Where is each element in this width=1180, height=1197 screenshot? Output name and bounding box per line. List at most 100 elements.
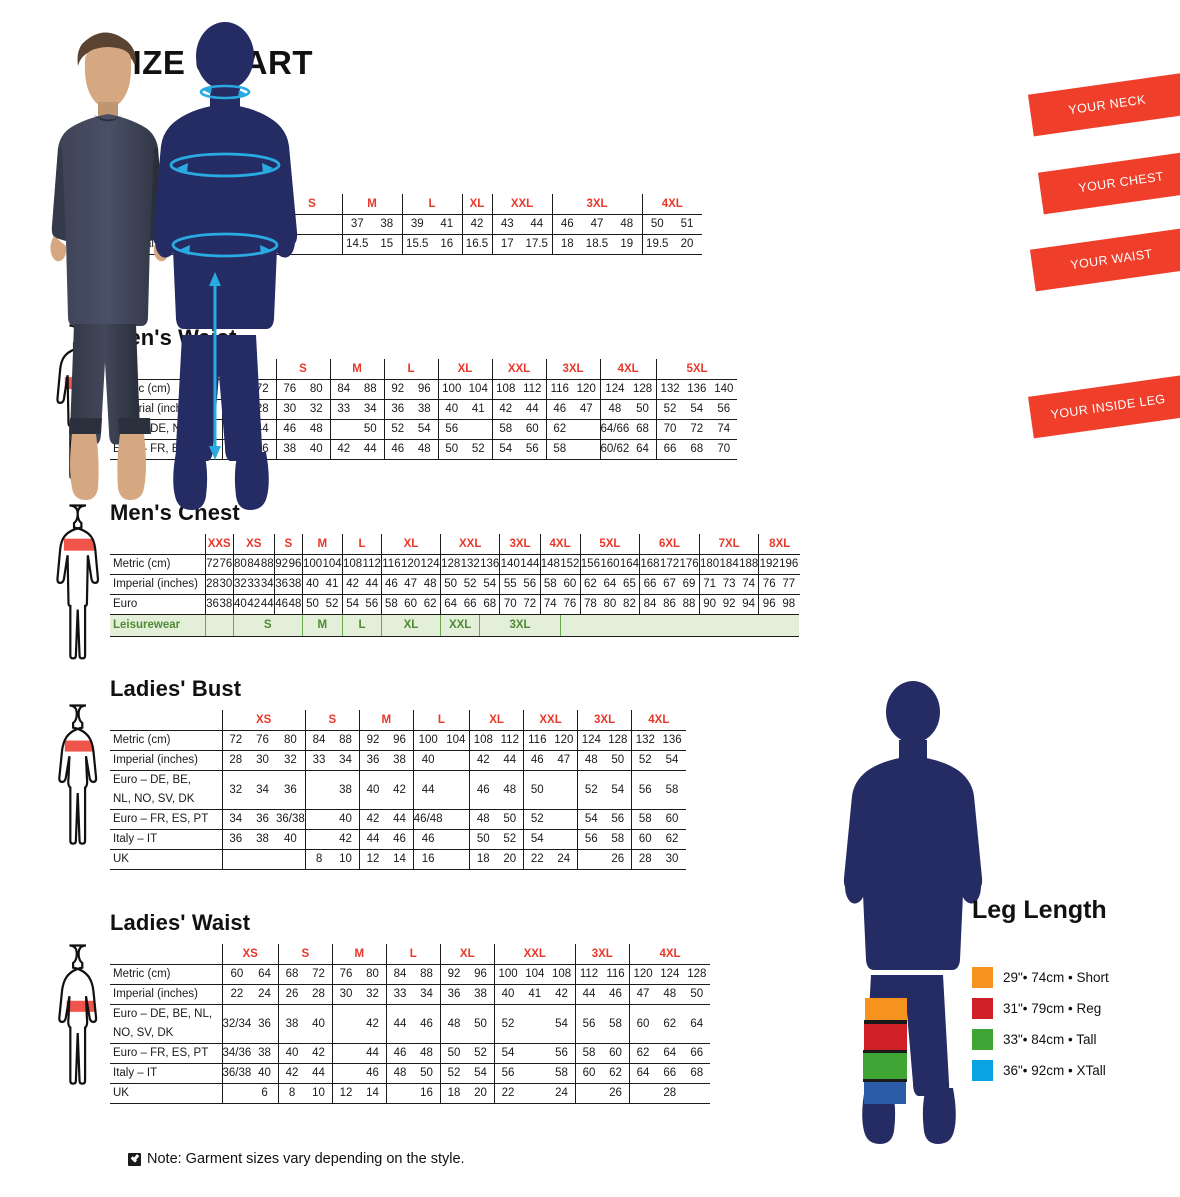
cell-value: 60/62 (599, 439, 630, 460)
size-header-S: S (275, 359, 330, 380)
cell-value: 50 (467, 1004, 495, 1044)
cell-value: 42 (491, 399, 519, 420)
cell-value: 172 (659, 554, 680, 575)
row-label: Metric (cm) (110, 554, 206, 575)
cell-value: 78 (579, 594, 601, 615)
size-header-3XL: 3XL (545, 359, 600, 380)
cell-value: 42 (386, 770, 414, 810)
cell-value: 72 (683, 419, 711, 440)
cell-value: 65 (619, 574, 640, 595)
cell-value (442, 829, 470, 850)
cell-value: 58 (574, 1043, 603, 1064)
cell-value: 40 (412, 750, 443, 771)
size-header-XXL: XXL (523, 710, 578, 731)
size-header-XL: XL (381, 534, 441, 555)
size-header-3XL: 3XL (577, 710, 632, 731)
cell-value: 38 (275, 439, 303, 460)
cell-value: 42 (332, 829, 360, 850)
cell-value: 64 (629, 439, 657, 460)
cell-value: 51 (672, 214, 702, 235)
cell-value: 140 (710, 379, 738, 400)
cell-value: 44 (519, 399, 546, 420)
table-row: UK 6 8 10 12 14 16 18 20 22 24 26 28 (110, 1083, 711, 1104)
cell-value: 58 (491, 419, 519, 440)
cell-value: 80 (359, 964, 387, 985)
cell-value: 39 (401, 214, 432, 235)
cell-value: 22 (493, 1083, 522, 1104)
cell-value: 48 (496, 770, 524, 810)
cell-value: 36 (439, 984, 468, 1005)
cell-value: 42 (469, 750, 497, 771)
cell-value: 68 (629, 419, 657, 440)
cell-value: 54 (548, 1004, 576, 1044)
cell-value: 38 (372, 214, 402, 235)
cell-value: 41 (521, 984, 549, 1005)
callout-your-inside-leg: YOUR INSIDE LEG (1028, 369, 1180, 439)
cell-value: 22 (523, 849, 551, 870)
cell-value: 70 (655, 419, 684, 440)
cell-value: 52 (496, 829, 524, 850)
cell-value (573, 419, 600, 440)
cell-value: 60 (658, 809, 686, 830)
cell-value: 40 (251, 1063, 279, 1084)
cell-value: 144 (520, 554, 541, 575)
table-size-header-row: XXS XS S M L XL XXL 3XL 4XL 5XL 6XL 7XL 8XL (110, 534, 800, 555)
cell-value: 42 (247, 594, 261, 615)
table-row: Italy – IT 36 38 40 42 44 46 46 50 52 54 56 58 60 62 (110, 829, 686, 850)
cell-value: 62 (628, 1043, 657, 1064)
cell-value: 46 (385, 1043, 414, 1064)
cell-value: 41 (432, 214, 462, 235)
cell-value: 92 (273, 554, 289, 575)
cell-value: 72 (305, 964, 333, 985)
cell-value: 73 (719, 574, 739, 595)
callout-label: YOUR INSIDE LEG (1049, 391, 1167, 422)
legend-label: 31"• 79cm • Reg (1003, 1001, 1102, 1016)
cell-value: 18 (469, 849, 497, 870)
size-header-S: S (304, 710, 360, 731)
cell-value: 48 (288, 594, 303, 615)
cell-value: 96 (467, 964, 495, 985)
cell-value: 24 (548, 1083, 576, 1104)
size-header-7XL: 7XL (698, 534, 759, 555)
cell-value (442, 770, 470, 810)
cell-value: 62 (579, 574, 601, 595)
cell-value: 58 (602, 1004, 630, 1044)
cell-value: 6 (251, 1083, 279, 1104)
cell-value: 24 (251, 984, 279, 1005)
cell-value: 112 (362, 554, 382, 575)
cell-value: 17 (491, 234, 522, 255)
leisurewear-size-M: M (301, 614, 343, 637)
cell-value: 56 (520, 574, 541, 595)
female-figure-bust-highlight-icon (55, 700, 117, 875)
cell-value: 50 (469, 829, 497, 850)
cell-value: 168 (639, 554, 660, 575)
table-ladies-waist: XS S M L XL XXL 3XL 4XL Metric (cm) 60 64 68 72 76 80 8… (110, 944, 711, 1104)
cell-value: 192 (758, 554, 779, 575)
size-header-XS: XS (221, 944, 279, 965)
cell-value: 38 (251, 1043, 279, 1064)
cell-value: 33 (385, 984, 414, 1005)
cell-value: 15 (372, 234, 402, 255)
cell-value: 34 (413, 984, 441, 1005)
cell-value: 72 (520, 594, 541, 615)
cell-value: 120 (550, 730, 578, 751)
cell-value: 48 (303, 419, 330, 440)
cell-value: 46 (412, 829, 443, 850)
size-header-XXL: XXL (439, 534, 500, 555)
cell-value: 30 (219, 574, 234, 595)
cell-value: 128 (604, 730, 632, 751)
cell-value (798, 554, 800, 575)
row-label: Euro – DE, BE, NL, NO, SV, DK (110, 1004, 222, 1044)
size-header-L: L (401, 194, 462, 215)
leisurewear-size-blank0 (204, 614, 234, 637)
legend-swatch-icon (972, 1029, 993, 1050)
cell-value: 44 (574, 984, 603, 1005)
cell-value: 58 (631, 809, 659, 830)
cell-value: 120 (573, 379, 600, 400)
section-title-ladies-bust: Ladies' Bust (110, 676, 242, 701)
cell-value: 46 (602, 984, 630, 1005)
cell-value: 12 (358, 849, 387, 870)
legend-label: 36"• 92cm • XTall (1003, 1063, 1106, 1078)
row-label: Italy – IT (110, 829, 222, 850)
cell-value: 58 (381, 594, 401, 615)
